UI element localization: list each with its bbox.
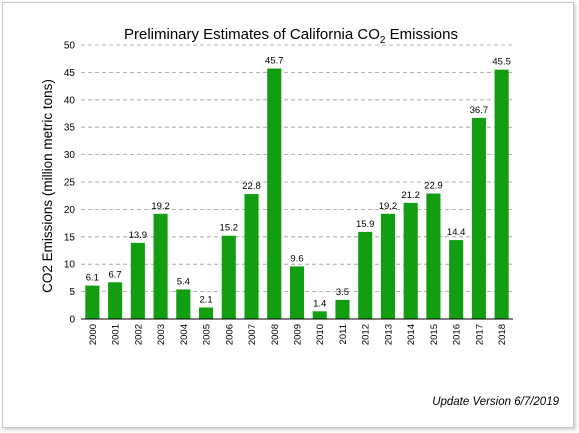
y-tick-label: 10 xyxy=(64,260,76,271)
x-tick-label: 2001 xyxy=(111,324,122,345)
x-tick-label: 2016 xyxy=(452,324,463,345)
x-axis-ticks: 2000 2001 2002 2003 2004 2005 2006 2007 2008 2009… xyxy=(88,324,508,345)
bars xyxy=(85,68,509,320)
data-label: 22.9 xyxy=(424,181,443,192)
chart-title-subscript: 2 xyxy=(380,35,386,46)
co2-bar-chart: Preliminary Estimates of California CO2 … xyxy=(40,26,560,408)
bar xyxy=(494,69,509,319)
y-tick-label: 0 xyxy=(69,315,75,326)
data-labels: 6.1 6.7 13.9 19.2 5.4 2.1 15.2 22.8 45.7 9.6 1.4 3.… xyxy=(86,56,511,310)
bar xyxy=(289,266,305,319)
data-label: 45.7 xyxy=(265,56,284,67)
data-label: 19.2 xyxy=(379,201,398,212)
x-tick-label: 2018 xyxy=(497,324,508,345)
bar xyxy=(358,231,373,319)
data-label: 3.5 xyxy=(336,287,349,298)
data-label: 14.4 xyxy=(447,227,466,238)
y-tick-label: 45 xyxy=(64,68,76,79)
data-label: 1.4 xyxy=(313,298,326,309)
bar xyxy=(221,235,236,319)
x-tick-label: 2008 xyxy=(270,324,281,345)
bar xyxy=(176,289,191,319)
y-tick-label: 40 xyxy=(64,95,76,106)
x-tick-label: 2017 xyxy=(474,324,485,345)
data-label: 6.7 xyxy=(108,269,121,280)
x-tick-label: 2003 xyxy=(156,324,167,345)
x-tick-label: 2014 xyxy=(406,324,417,345)
bar xyxy=(267,68,282,320)
x-tick-label: 2006 xyxy=(224,324,235,345)
chart-title-main: Preliminary Estimates of California CO xyxy=(124,26,380,43)
bar xyxy=(312,311,327,319)
data-label: 15.2 xyxy=(220,223,239,234)
data-label: 15.9 xyxy=(356,219,375,230)
bar xyxy=(403,202,418,319)
data-label: 22.8 xyxy=(242,181,261,192)
x-tick-label: 2015 xyxy=(429,324,440,345)
y-axis-label: CO2 Emissions (million metric tons) xyxy=(40,79,55,293)
y-axis-ticks: 0 5 10 15 20 25 30 35 40 45 50 xyxy=(64,41,76,326)
y-tick-label: 5 xyxy=(69,287,75,298)
data-label: 2.1 xyxy=(199,294,212,305)
y-tick-label: 30 xyxy=(64,150,76,161)
x-tick-label: 2002 xyxy=(133,324,144,345)
data-label: 19.2 xyxy=(151,201,170,212)
data-label: 21.2 xyxy=(401,190,420,201)
y-tick-label: 20 xyxy=(64,205,76,216)
data-label: 45.5 xyxy=(492,57,511,68)
chart-title-end: Emissions xyxy=(385,26,458,43)
y-tick-label: 15 xyxy=(64,232,76,243)
chart-frame: Preliminary Estimates of California CO2 … xyxy=(2,2,574,428)
y-tick-label: 25 xyxy=(64,178,76,189)
x-tick-label: 2000 xyxy=(88,324,99,345)
bar xyxy=(130,242,145,319)
bar xyxy=(244,194,259,319)
data-label: 13.9 xyxy=(129,230,148,241)
bar xyxy=(471,117,486,319)
bar xyxy=(426,193,441,319)
y-tick-label: 35 xyxy=(64,123,76,134)
x-tick-label: 2013 xyxy=(383,324,394,345)
gridlines xyxy=(81,44,513,293)
chart-title: Preliminary Estimates of California CO2 … xyxy=(124,26,458,46)
bar xyxy=(199,307,214,319)
bar xyxy=(449,240,464,319)
data-label: 36.7 xyxy=(470,105,489,116)
y-tick-label: 50 xyxy=(64,41,76,52)
bar xyxy=(153,213,168,319)
x-tick-label: 2007 xyxy=(247,324,258,345)
x-tick-label: 2010 xyxy=(315,324,326,345)
x-tick-label: 2005 xyxy=(202,324,213,345)
x-tick-label: 2011 xyxy=(338,324,349,344)
bar xyxy=(108,282,123,319)
bar xyxy=(335,299,350,319)
x-tick-label: 2009 xyxy=(293,324,304,345)
x-tick-label: 2012 xyxy=(361,324,372,345)
update-version-note: Update Version 6/7/2019 xyxy=(432,396,559,408)
data-label: 5.4 xyxy=(177,276,190,287)
data-label: 9.6 xyxy=(290,253,303,264)
x-tick-label: 2004 xyxy=(179,324,190,345)
bar xyxy=(380,213,395,319)
data-label: 6.1 xyxy=(86,273,99,284)
bar xyxy=(85,285,100,319)
